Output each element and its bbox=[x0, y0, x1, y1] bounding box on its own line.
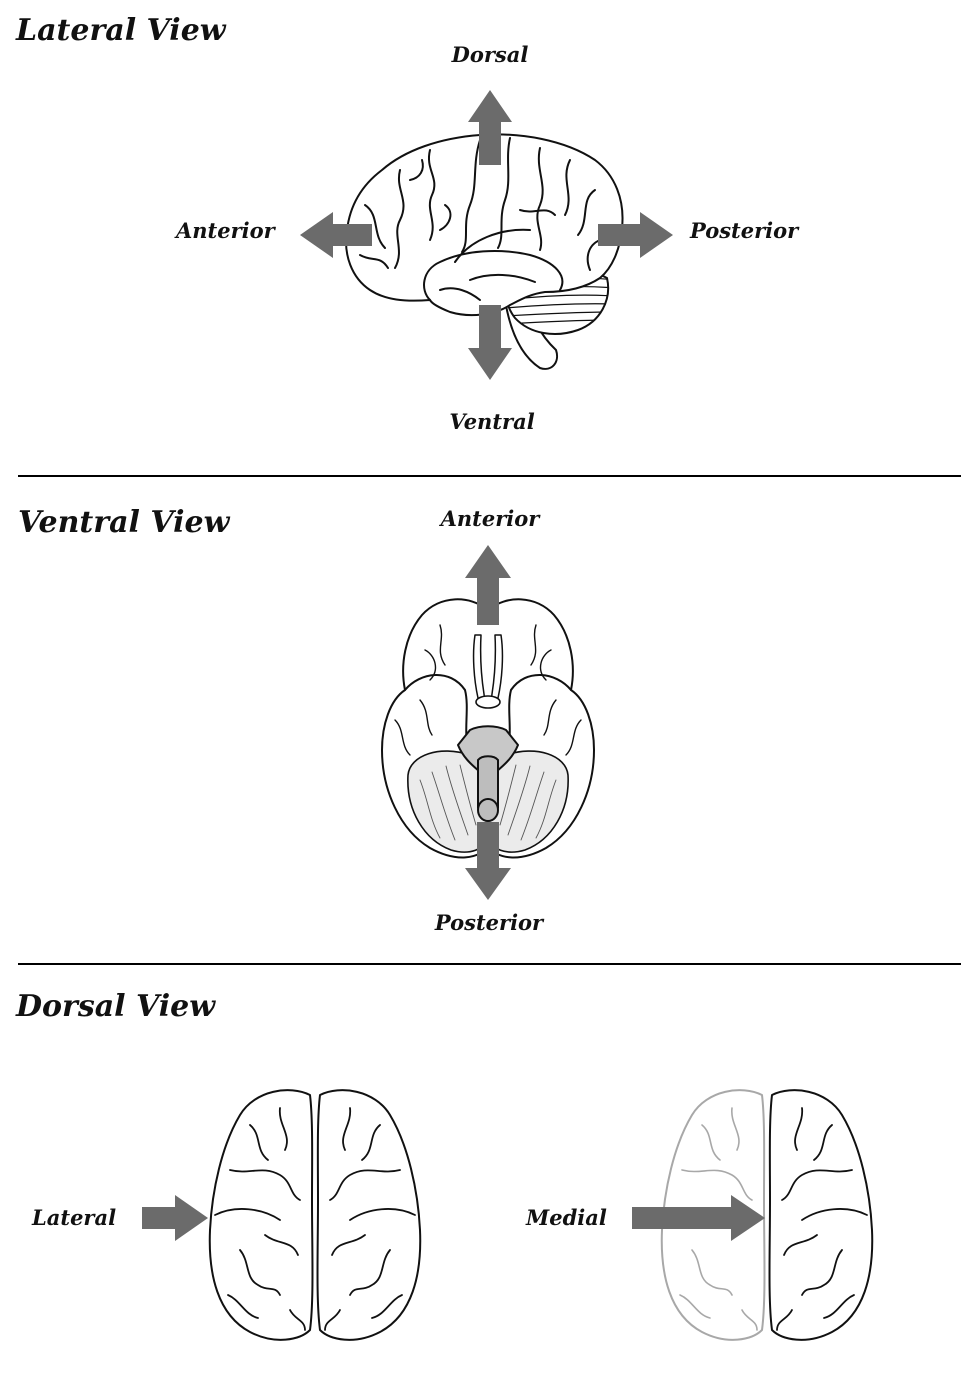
ventral-cerebellum-folia bbox=[419, 764, 557, 841]
arrow-right-posterior bbox=[598, 212, 673, 258]
dorsal-lateral-label: Lateral bbox=[32, 1205, 117, 1230]
dorsal-brain-right bbox=[660, 1089, 874, 1341]
dorsal-brain-left bbox=[208, 1089, 422, 1341]
ventral-posterior-label: Posterior bbox=[434, 910, 544, 935]
ventral-arrows bbox=[465, 545, 511, 900]
ventral-anterior-label: Anterior bbox=[440, 506, 540, 531]
divider-top bbox=[18, 475, 961, 477]
arrow-left-anterior bbox=[300, 212, 372, 258]
lateral-posterior-label: Posterior bbox=[690, 218, 799, 243]
arrow-right-medial bbox=[632, 1195, 765, 1241]
arrow-down-ventral bbox=[468, 305, 512, 380]
lateral-anterior-label: Anterior bbox=[176, 218, 275, 243]
divider-bottom bbox=[18, 963, 961, 965]
ventral-brain bbox=[381, 598, 595, 859]
dorsal-medial-label: Medial bbox=[526, 1205, 607, 1230]
arrow-down-posterior bbox=[465, 822, 511, 900]
lateral-brain bbox=[345, 133, 624, 370]
ventral-medulla bbox=[477, 798, 499, 822]
lateral-ventral-label: Ventral bbox=[449, 409, 535, 434]
arrow-up-dorsal bbox=[468, 90, 512, 165]
lateral-arrows bbox=[300, 90, 673, 380]
ventral-view-title: Ventral View bbox=[18, 505, 230, 540]
dorsal-view-title: Dorsal View bbox=[16, 989, 216, 1024]
arrow-right-lateral bbox=[142, 1195, 208, 1241]
lateral-view-title: Lateral View bbox=[16, 13, 226, 48]
arrow-up-anterior bbox=[465, 545, 511, 625]
lateral-dorsal-label: Dorsal bbox=[451, 42, 529, 67]
